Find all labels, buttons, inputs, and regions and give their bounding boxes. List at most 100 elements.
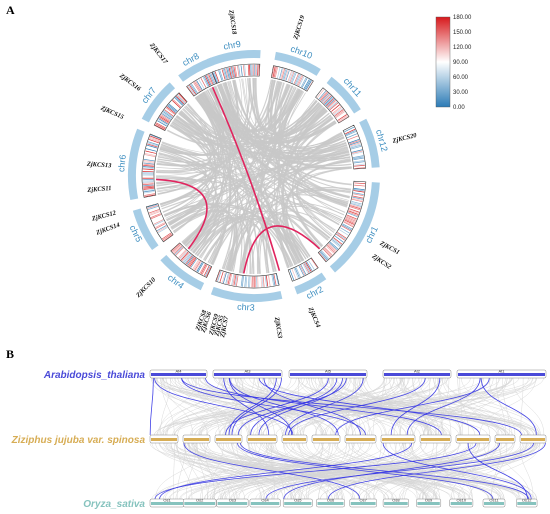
heat-cell xyxy=(268,275,271,287)
heat-cell xyxy=(329,241,339,250)
synteny-link xyxy=(210,139,346,265)
ziziphus-chromosome xyxy=(311,434,341,444)
heat-cell xyxy=(321,93,330,103)
heat-cell xyxy=(142,166,154,168)
heat-cell xyxy=(328,100,337,109)
heat-cell xyxy=(325,98,335,107)
heat-cell xyxy=(326,245,335,254)
synteny-link xyxy=(292,132,343,247)
ideogram-chr6 xyxy=(127,128,145,201)
link-highlight xyxy=(229,377,339,436)
heat-cell xyxy=(322,94,331,104)
synteny-link xyxy=(166,204,307,260)
link-grey xyxy=(512,377,545,436)
link-grey xyxy=(222,442,373,500)
heat-cell xyxy=(148,139,160,144)
gene-label: ZjKCS19 xyxy=(292,14,306,41)
oryza-chromosome: Os9 xyxy=(416,498,442,508)
heat-cell xyxy=(352,155,364,158)
heat-cell xyxy=(236,275,239,287)
heat-cell xyxy=(145,148,157,152)
heat-cell xyxy=(354,164,365,167)
heat-cell xyxy=(353,157,364,161)
heat-cell xyxy=(162,111,173,119)
heat-cell xyxy=(187,86,195,96)
synteny-link xyxy=(156,161,297,265)
gene-label: ZjKCS3 xyxy=(273,316,284,340)
heat-cell xyxy=(200,264,207,275)
heat-cell xyxy=(188,257,196,267)
heat-cell xyxy=(352,151,363,155)
heat-cell xyxy=(143,158,155,162)
species-label-middle: Ziziphus jujuba var. spinosa xyxy=(11,435,146,446)
ziziphus-chromosome xyxy=(380,434,416,444)
heat-cell xyxy=(341,224,352,231)
heat-cell xyxy=(290,72,296,83)
link-grey xyxy=(308,377,348,436)
heat-cell xyxy=(219,69,224,81)
heat-cell xyxy=(310,258,318,268)
ideogram-chr9 xyxy=(206,50,261,67)
link-grey xyxy=(170,442,364,500)
heat-cell xyxy=(281,68,285,80)
link-highlight xyxy=(231,377,282,436)
chromosome-chr4: chr4 xyxy=(160,242,213,291)
ziziphus-chromosome xyxy=(149,434,179,444)
arabidopsis-chrom-label: At4 xyxy=(175,369,182,374)
heat-cell xyxy=(234,66,238,77)
heat-cell xyxy=(175,247,184,256)
heat-cell xyxy=(324,96,333,105)
heat-cell xyxy=(185,255,193,265)
heat-cell xyxy=(207,74,213,85)
heat-cell xyxy=(221,272,226,283)
heat-cell xyxy=(142,183,154,186)
oryza-chromosome: Os2 xyxy=(183,498,217,508)
heat-cell xyxy=(232,66,236,78)
heat-cell xyxy=(218,70,223,81)
heat-cell xyxy=(177,95,185,104)
link-grey xyxy=(175,442,238,500)
link-highlight xyxy=(237,377,347,436)
heat-cell xyxy=(142,168,154,170)
link-grey xyxy=(180,442,514,500)
heat-cell xyxy=(147,141,159,146)
link-grey xyxy=(171,442,227,500)
heat-cell xyxy=(319,251,328,261)
heat-cell xyxy=(243,65,245,76)
heat-cell xyxy=(273,274,277,286)
link-grey xyxy=(519,442,534,500)
link-grey xyxy=(403,442,424,500)
heat-cell xyxy=(162,233,172,241)
heat-cell xyxy=(150,213,161,218)
heat-cell xyxy=(219,271,224,283)
heat-cell xyxy=(353,192,364,195)
heat-cell xyxy=(173,245,183,254)
heat-cell xyxy=(272,274,276,286)
heat-cell xyxy=(352,197,363,201)
arabidopsis-chromosome: At5 xyxy=(288,369,368,379)
legend-tick-label: 150.00 xyxy=(453,30,472,36)
synteny-link xyxy=(291,131,342,248)
heat-cell xyxy=(296,75,303,86)
heat-cell xyxy=(331,104,340,112)
link-grey xyxy=(502,377,510,436)
heat-cell xyxy=(212,72,218,83)
link-grey xyxy=(165,377,248,436)
heat-cell xyxy=(189,85,196,95)
link-grey xyxy=(366,377,438,436)
synteny-link xyxy=(296,120,348,207)
link-grey xyxy=(286,442,428,500)
heat-cell xyxy=(295,74,301,85)
heat-cell xyxy=(335,110,345,118)
link-grey xyxy=(230,442,417,500)
heat-cell xyxy=(299,265,306,276)
link-grey xyxy=(177,442,193,500)
heat-cell xyxy=(353,190,365,193)
heat-cell xyxy=(279,68,283,79)
heat-cell xyxy=(200,77,207,88)
arabidopsis-chrom-label: At2 xyxy=(414,369,421,374)
heat-cell xyxy=(242,276,244,287)
link-grey xyxy=(418,377,462,436)
link-grey xyxy=(307,442,540,500)
heat-cell xyxy=(150,134,161,140)
